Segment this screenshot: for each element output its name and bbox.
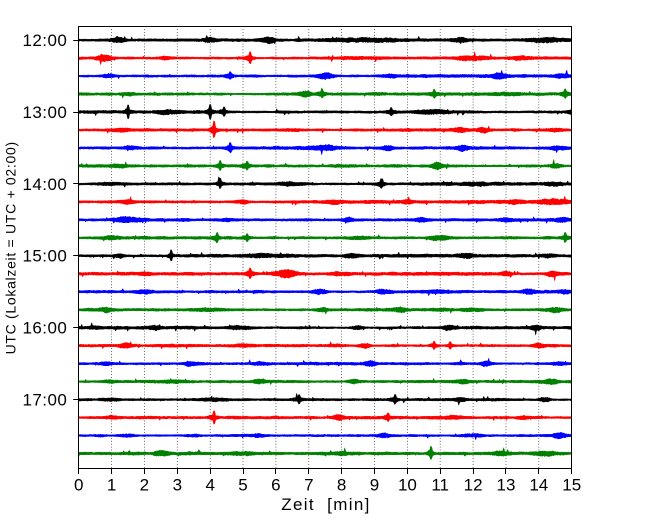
svg-text:7: 7 bbox=[304, 476, 313, 495]
svg-text:3: 3 bbox=[173, 476, 182, 495]
svg-text:14:00: 14:00 bbox=[23, 175, 68, 194]
svg-text:2: 2 bbox=[140, 476, 149, 495]
svg-text:12:00: 12:00 bbox=[23, 31, 68, 50]
svg-text:8: 8 bbox=[337, 476, 346, 495]
svg-text:4: 4 bbox=[205, 476, 214, 495]
svg-text:0: 0 bbox=[74, 476, 83, 495]
svg-text:UTC (Lokalzeit = UTC + 02:00): UTC (Lokalzeit = UTC + 02:00) bbox=[3, 141, 19, 354]
svg-text:11: 11 bbox=[431, 476, 449, 495]
svg-text:15:00: 15:00 bbox=[23, 247, 68, 266]
svg-text:5: 5 bbox=[238, 476, 247, 495]
svg-text:6: 6 bbox=[271, 476, 280, 495]
svg-text:13:00: 13:00 bbox=[23, 103, 68, 122]
svg-text:12: 12 bbox=[464, 476, 483, 495]
svg-text:9: 9 bbox=[370, 476, 379, 495]
svg-text:17:00: 17:00 bbox=[23, 391, 68, 410]
svg-text:Zeit [min]: Zeit [min] bbox=[281, 495, 370, 514]
svg-text:14: 14 bbox=[529, 476, 548, 495]
svg-text:15: 15 bbox=[562, 476, 581, 495]
svg-text:1: 1 bbox=[107, 476, 116, 495]
svg-text:16:00: 16:00 bbox=[23, 319, 68, 338]
svg-text:10: 10 bbox=[398, 476, 417, 495]
svg-text:13: 13 bbox=[497, 476, 516, 495]
